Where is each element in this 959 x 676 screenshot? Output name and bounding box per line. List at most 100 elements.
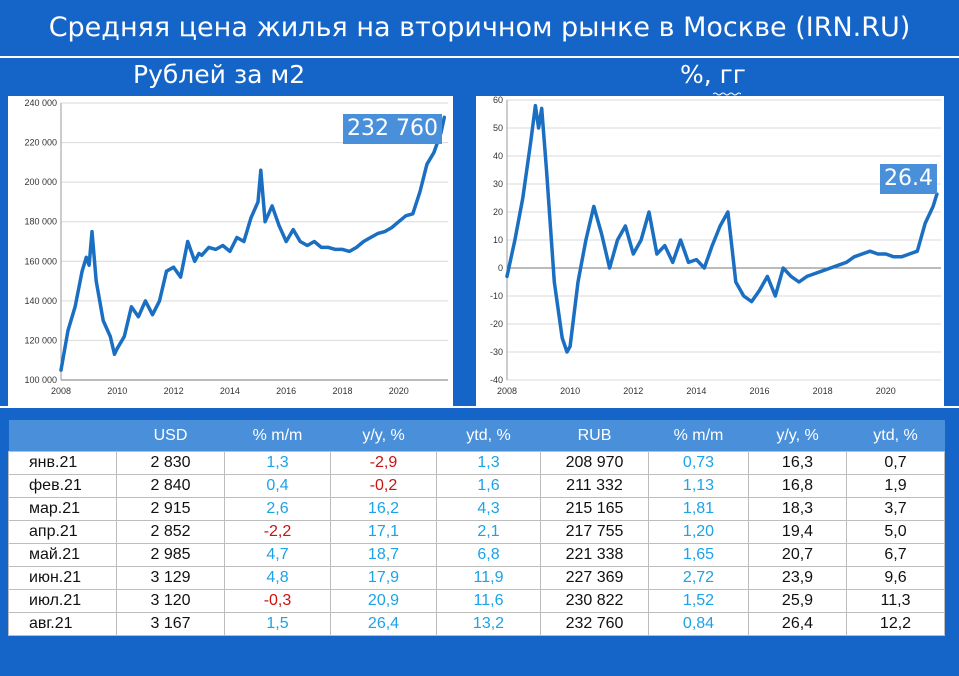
cell-rub-yy: 16,3	[748, 451, 847, 475]
cell-rub-mm: 1,52	[648, 589, 749, 613]
cell-usd-ytd: 1,6	[436, 474, 541, 498]
y-tick-label: 30	[493, 179, 503, 189]
y-tick-label: 140 000	[24, 296, 57, 306]
header-period	[8, 420, 117, 452]
cell-usd-yy: -0,2	[330, 474, 437, 498]
y-tick-label: 180 000	[24, 217, 57, 227]
series-line	[505, 103, 939, 354]
x-tick-label: 2010	[560, 386, 580, 396]
cell-usd-ytd: 11,9	[436, 566, 541, 590]
x-tick-label: 2012	[164, 386, 184, 396]
cell-rub: 215 165	[540, 497, 649, 521]
cell-usd-yy: 17,9	[330, 566, 437, 590]
x-tick-label: 2020	[876, 386, 896, 396]
cell-rub-ytd: 12,2	[846, 612, 945, 636]
cell-rub: 211 332	[540, 474, 649, 498]
cell-usd-ytd: 4,3	[436, 497, 541, 521]
table-row: фев.21 2 840 0,4 -0,2 1,6 211 332 1,13 16,8 1,9	[8, 474, 945, 498]
cell-rub-ytd: 0,7	[846, 451, 945, 475]
y-tick-label: 60	[493, 96, 503, 105]
cell-period: май.21	[8, 543, 117, 567]
title-divider	[0, 56, 959, 58]
page-title: Средняя цена жилья на вторичном рынке в …	[48, 12, 911, 43]
cell-rub-yy: 26,4	[748, 612, 847, 636]
price-table: USD % m/m y/y, % ytd, % RUB % m/m y/y, %…	[8, 420, 945, 636]
cell-rub-yy: 20,7	[748, 543, 847, 567]
y-tick-label: 200 000	[24, 177, 57, 187]
cell-period: июл.21	[8, 589, 117, 613]
cell-rub-ytd: 9,6	[846, 566, 945, 590]
cell-rub-yy: 19,4	[748, 520, 847, 544]
cell-rub: 232 760	[540, 612, 649, 636]
y-tick-label: 220 000	[24, 138, 57, 148]
cell-usd-yy: 18,7	[330, 543, 437, 567]
y-tick-label: 240 000	[24, 98, 57, 108]
cell-usd-yy: 17,1	[330, 520, 437, 544]
spellcheck-squiggle	[713, 92, 741, 96]
x-tick-label: 2008	[51, 386, 71, 396]
left-chart-subtitle: Рублей за м2	[133, 60, 306, 89]
cell-usd-ytd: 6,8	[436, 543, 541, 567]
cell-usd: 3 167	[116, 612, 225, 636]
table-header-row: USD % m/m y/y, % ytd, % RUB % m/m y/y, %…	[8, 420, 945, 452]
cell-rub-ytd: 1,9	[846, 474, 945, 498]
cell-usd-mm: 4,8	[224, 566, 331, 590]
table-row: май.21 2 985 4,7 18,7 6,8 221 338 1,65 20,7 6,7	[8, 543, 945, 567]
y-tick-label: 20	[493, 207, 503, 217]
cell-rub-mm: 0,84	[648, 612, 749, 636]
x-tick-label: 2008	[497, 386, 517, 396]
y-tick-label: 10	[493, 235, 503, 245]
x-tick-label: 2020	[389, 386, 409, 396]
header-rub-mm: % m/m	[648, 420, 749, 452]
cell-period: июн.21	[8, 566, 117, 590]
x-tick-label: 2012	[623, 386, 643, 396]
cell-usd-ytd: 11,6	[436, 589, 541, 613]
cell-usd-ytd: 1,3	[436, 451, 541, 475]
x-tick-label: 2014	[220, 386, 240, 396]
y-tick-label: 0	[498, 263, 503, 273]
cell-rub-ytd: 5,0	[846, 520, 945, 544]
table-row: июл.21 3 120 -0,3 20,9 11,6 230 822 1,52 25,9 11…	[8, 589, 945, 613]
y-tick-label: -20	[490, 319, 503, 329]
cell-rub-yy: 18,3	[748, 497, 847, 521]
y-tick-label: 50	[493, 123, 503, 133]
x-tick-label: 2018	[813, 386, 833, 396]
cell-period: авг.21	[8, 612, 117, 636]
header-usd: USD	[116, 420, 225, 452]
cell-rub-ytd: 6,7	[846, 543, 945, 567]
cell-usd: 2 985	[116, 543, 225, 567]
cell-period: мар.21	[8, 497, 117, 521]
header-rub-yy: y/y, %	[748, 420, 847, 452]
header-usd-ytd: ytd, %	[436, 420, 541, 452]
table-row: янв.21 2 830 1,3 -2,9 1,3 208 970 0,73 16,3 0,7	[8, 451, 945, 475]
cell-rub: 208 970	[540, 451, 649, 475]
cell-usd-mm: 4,7	[224, 543, 331, 567]
x-tick-label: 2014	[686, 386, 706, 396]
cell-rub-mm: 0,73	[648, 451, 749, 475]
header-usd-mm: % m/m	[224, 420, 331, 452]
header-usd-yy: y/y, %	[330, 420, 437, 452]
cell-rub-yy: 16,8	[748, 474, 847, 498]
cell-usd-yy: 20,9	[330, 589, 437, 613]
section-divider	[0, 406, 959, 408]
right-chart-subtitle: %, гг	[680, 60, 746, 89]
cell-usd-yy: -2,9	[330, 451, 437, 475]
cell-rub-ytd: 11,3	[846, 589, 945, 613]
cell-period: фев.21	[8, 474, 117, 498]
price-chart-panel: 100 000 120 000 140 000 160 000 180 000 200 0…	[8, 96, 453, 406]
y-tick-label: 100 000	[24, 375, 57, 385]
cell-usd-mm: -0,3	[224, 589, 331, 613]
table-row: авг.21 3 167 1,5 26,4 13,2 232 760 0,84 26,4 12,…	[8, 612, 945, 636]
price-chart-annotation: 232 760	[343, 114, 442, 144]
cell-usd: 3 129	[116, 566, 225, 590]
cell-rub-yy: 25,9	[748, 589, 847, 613]
x-tick-label: 2018	[332, 386, 352, 396]
x-tick-label: 2016	[749, 386, 769, 396]
cell-period: янв.21	[8, 451, 117, 475]
y-tick-label: -30	[490, 347, 503, 357]
table-row: июн.21 3 129 4,8 17,9 11,9 227 369 2,72 23,9 9,6	[8, 566, 945, 590]
cell-rub-mm: 1,81	[648, 497, 749, 521]
series-line	[59, 115, 447, 372]
y-tick-label: 120 000	[24, 335, 57, 345]
cell-usd: 2 840	[116, 474, 225, 498]
